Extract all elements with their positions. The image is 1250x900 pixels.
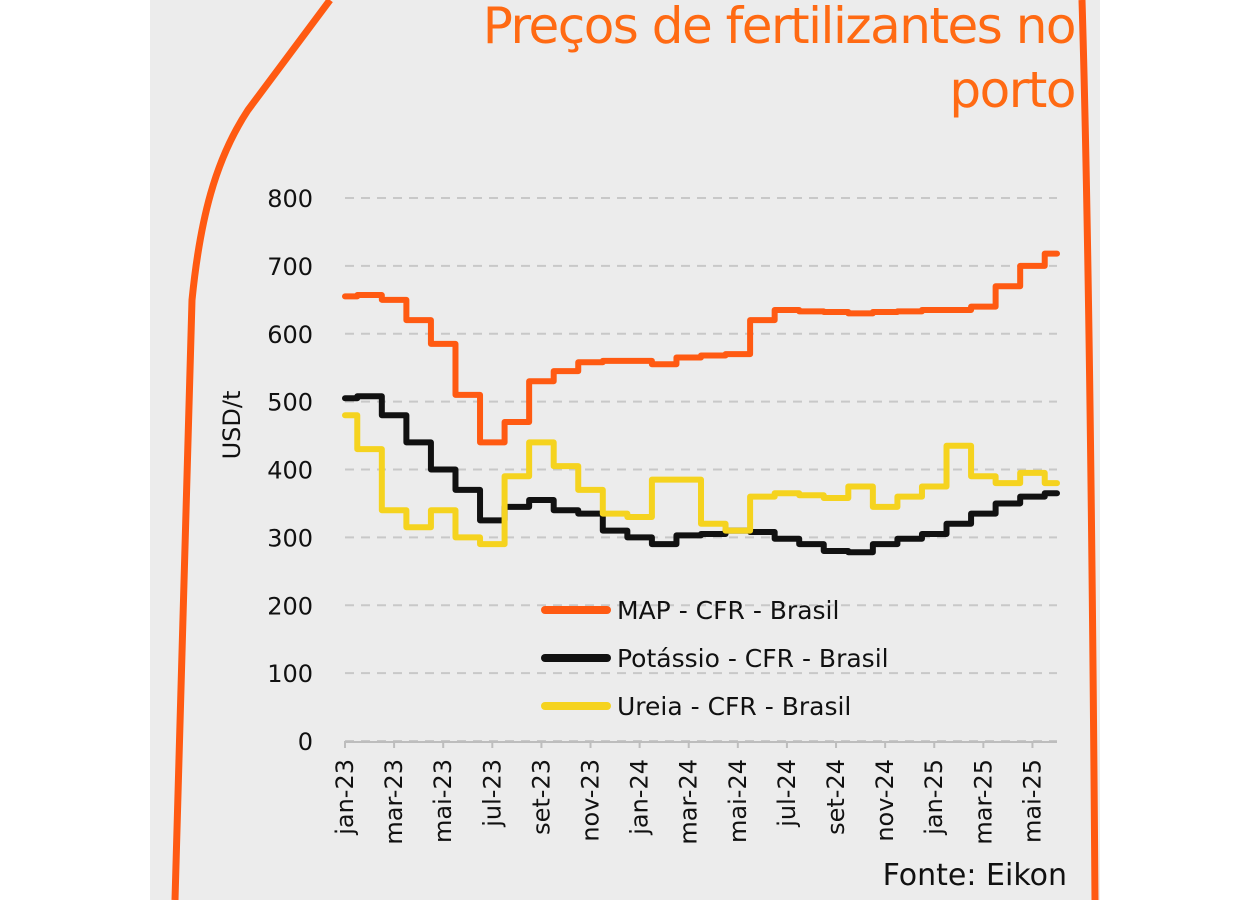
x-tick-label: mar-23 (380, 759, 408, 845)
legend: MAP - CFR - Brasil Potássio - CFR - Brasi… (541, 596, 889, 721)
series-line-2 (342, 412, 1060, 548)
x-tick-label: jan-25 (920, 759, 948, 836)
y-axis-label: USD/t (218, 391, 246, 460)
series-line-1 (342, 393, 1060, 556)
title-line-1: Preços de fertilizantes no (482, 0, 1077, 55)
x-tick-label: mai-24 (724, 759, 752, 843)
x-tick-label: jul-24 (773, 759, 801, 828)
y-tick-label: 400 (267, 457, 313, 485)
y-tick-label: 300 (267, 524, 313, 552)
x-tick-label: nov-23 (577, 759, 605, 842)
x-tick-label: jul-23 (478, 759, 506, 828)
series-lines (342, 250, 1060, 556)
legend-label: Ureia - CFR - Brasil (617, 692, 851, 721)
x-tick-label: set-23 (527, 759, 555, 835)
y-tick-label: 200 (267, 592, 313, 620)
x-tick-label: jan-23 (331, 759, 359, 836)
y-axis: 0 100 200 300 400 500 600 700 800 (267, 185, 313, 756)
x-tick-label: mar-24 (675, 759, 703, 845)
y-tick-label: 500 (267, 389, 313, 417)
x-axis: jan-23 mar-23 mai-23 jul-23 set-23 nov-23 jan-… (331, 741, 1057, 845)
y-tick-label: 100 (267, 660, 313, 688)
x-tick-label: mar-25 (969, 759, 997, 845)
x-tick-label: set-24 (822, 759, 850, 835)
chart-panel (150, 0, 1100, 900)
y-tick-label: 800 (267, 185, 313, 213)
chart-title: Preços de fertilizantes no porto (375, 0, 1077, 122)
title-line-2: porto (949, 61, 1076, 119)
y-tick-label: 0 (298, 728, 313, 756)
y-tick-label: 600 (267, 321, 313, 349)
series-line-0 (342, 250, 1060, 446)
frame-curve-right (1078, 0, 1099, 900)
frame-curve-left (171, 0, 333, 900)
legend-label: Potássio - CFR - Brasil (617, 644, 889, 673)
source-note: Fonte: Eikon (882, 858, 1067, 893)
x-tick-label: mai-25 (1018, 759, 1046, 843)
legend-label: MAP - CFR - Brasil (617, 596, 839, 625)
x-tick-label: jan-24 (626, 759, 654, 836)
y-tick-label: 700 (267, 253, 313, 281)
x-tick-label: mai-23 (429, 759, 457, 843)
x-tick-label: nov-24 (871, 759, 899, 842)
